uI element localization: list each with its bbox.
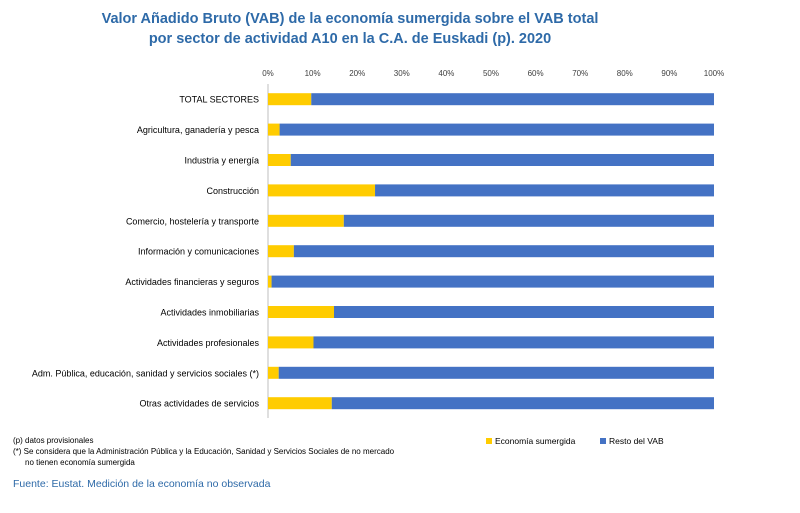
source-note: Fuente: Eustat. Medición de la economía …: [13, 478, 271, 490]
category-label: Adm. Pública, educación, sanidad y servi…: [32, 368, 259, 378]
category-label: Industria y energía: [184, 156, 259, 166]
x-tick-label: 10%: [305, 69, 321, 78]
chart-title-line-1: Valor Añadido Bruto (VAB) de la economía…: [101, 11, 599, 27]
category-label: Información y comunicaciones: [138, 247, 260, 257]
note-asterisk-continued: no tienen economía sumergida: [25, 458, 135, 467]
bar-resto-vab: [311, 93, 714, 106]
bar-economia-sumergida: [268, 336, 314, 349]
bar-resto-vab: [313, 336, 714, 349]
bar-economia-sumergida: [268, 366, 279, 379]
category-label: TOTAL SECTORES: [179, 95, 259, 105]
bar-economia-sumergida: [268, 245, 294, 258]
x-tick-label: 0%: [262, 69, 274, 78]
bar-resto-vab: [293, 245, 714, 258]
x-tick-label: 30%: [394, 69, 410, 78]
legend-label-resto: Resto del VAB: [609, 436, 664, 446]
category-label: Actividades inmobiliarias: [160, 308, 259, 318]
x-tick-label: 80%: [617, 69, 633, 78]
bar-economia-sumergida: [268, 184, 376, 197]
x-tick-label: 50%: [483, 69, 499, 78]
bar-economia-sumergida: [268, 214, 344, 227]
category-label: Actividades financieras y seguros: [125, 277, 259, 287]
bar-economia-sumergida: [268, 93, 312, 106]
bar-resto-vab: [279, 123, 714, 136]
bar-economia-sumergida: [268, 123, 280, 136]
x-tick-label: 100%: [704, 69, 724, 78]
bar-economia-sumergida: [268, 154, 291, 166]
legend-label-sumergida: Economía sumergida: [495, 436, 576, 446]
bar-resto-vab: [343, 214, 714, 227]
bar-resto-vab: [375, 184, 714, 197]
chart-title: Valor Añadido Bruto (VAB) de la economía…: [0, 9, 700, 49]
category-label: Otras actividades de servicios: [139, 399, 259, 409]
legend-swatch-resto: [600, 438, 606, 444]
bar-economia-sumergida: [268, 306, 335, 318]
category-label: Actividades profesionales: [157, 338, 260, 348]
bar-resto-vab: [331, 397, 714, 410]
bar-resto-vab: [334, 306, 714, 318]
bar-resto-vab: [278, 366, 714, 379]
note-asterisk: (*) Se considera que la Administración P…: [13, 447, 395, 456]
footnotes: (p) datos provisionales (*) Se considera…: [13, 435, 394, 468]
bar-economia-sumergida: [268, 397, 332, 410]
bar-resto-vab: [271, 275, 714, 288]
bar-economia-sumergida: [268, 275, 272, 288]
note-provisional: (p) datos provisionales: [13, 436, 94, 445]
x-tick-label: 60%: [528, 69, 544, 78]
x-tick-label: 40%: [438, 69, 454, 78]
bar-resto-vab: [290, 154, 714, 166]
chart-title-line-2: por sector de actividad A10 en la C.A. d…: [148, 31, 552, 47]
category-label: Agricultura, ganadería y pesca: [137, 125, 259, 135]
x-tick-label: 20%: [349, 69, 365, 78]
category-label: Comercio, hostelería y transporte: [126, 216, 259, 226]
category-label: Construcción: [206, 186, 259, 196]
x-tick-label: 70%: [572, 69, 588, 78]
legend-swatch-sumergida: [486, 438, 492, 444]
x-tick-label: 90%: [661, 69, 677, 78]
